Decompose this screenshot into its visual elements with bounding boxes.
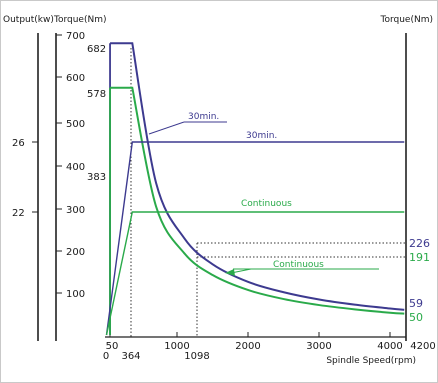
torque-curve-green [110, 86, 405, 315]
torque-tick: 600 [66, 73, 85, 84]
torque-curve-purple [110, 42, 405, 311]
speed-ticks: 1000 2000 3000 4000 50 1098 4200 0 364 [103, 332, 436, 362]
torque-axis-left-label: Torque(Nm) [53, 15, 107, 25]
speed-tick: 364 [121, 351, 140, 362]
speed-tick: 4000 [377, 341, 402, 352]
torque-tick: 100 [66, 289, 85, 300]
torque-ticks: 100 200 300 400 500 600 700 [56, 31, 85, 300]
annotation-arrow [225, 269, 235, 276]
speed-tick: 4200 [410, 341, 435, 352]
corner-torque-label: 383 [87, 172, 106, 183]
output-axis-label: Output(kw) [3, 15, 54, 25]
speed-tick: 0 [103, 351, 109, 362]
speed-tick: 2000 [235, 341, 260, 352]
annotation-continuous-power: Continuous [241, 199, 292, 209]
annotation-30min-power: 30min. [246, 131, 277, 141]
torque-tick: 700 [66, 31, 85, 42]
right-label-59: 59 [409, 297, 423, 310]
right-label-191: 191 [409, 251, 430, 264]
peak-torque-label: 682 [87, 44, 106, 55]
right-label-226: 226 [409, 237, 430, 250]
output-curve-green [105, 211, 405, 336]
output-tick: 26 [12, 138, 25, 149]
torque-axis-right-label: Torque(Nm) [380, 15, 434, 25]
speed-tick: 50 [106, 341, 119, 352]
continuous-torque-label: 578 [87, 89, 106, 100]
speed-tick: 3000 [306, 341, 331, 352]
torque-tick: 500 [66, 119, 85, 130]
series-layer [105, 42, 405, 336]
torque-tick: 300 [66, 205, 85, 216]
output-ticks: 26 22 [12, 138, 38, 219]
annotation-leader-30min [148, 121, 185, 135]
right-label-50: 50 [409, 311, 423, 324]
speed-axis-label: Spindle Speed(rpm) [326, 356, 416, 366]
annotation-continuous-torque: Continuous [273, 260, 324, 270]
speed-tick: 1098 [184, 351, 209, 362]
output-tick: 22 [12, 208, 25, 219]
torque-tick: 400 [66, 162, 85, 173]
torque-tick: 200 [66, 247, 85, 258]
output-curve-purple [105, 141, 405, 336]
speed-tick: 1000 [164, 341, 189, 352]
annotation-30min-torque: 30min. [188, 112, 219, 122]
